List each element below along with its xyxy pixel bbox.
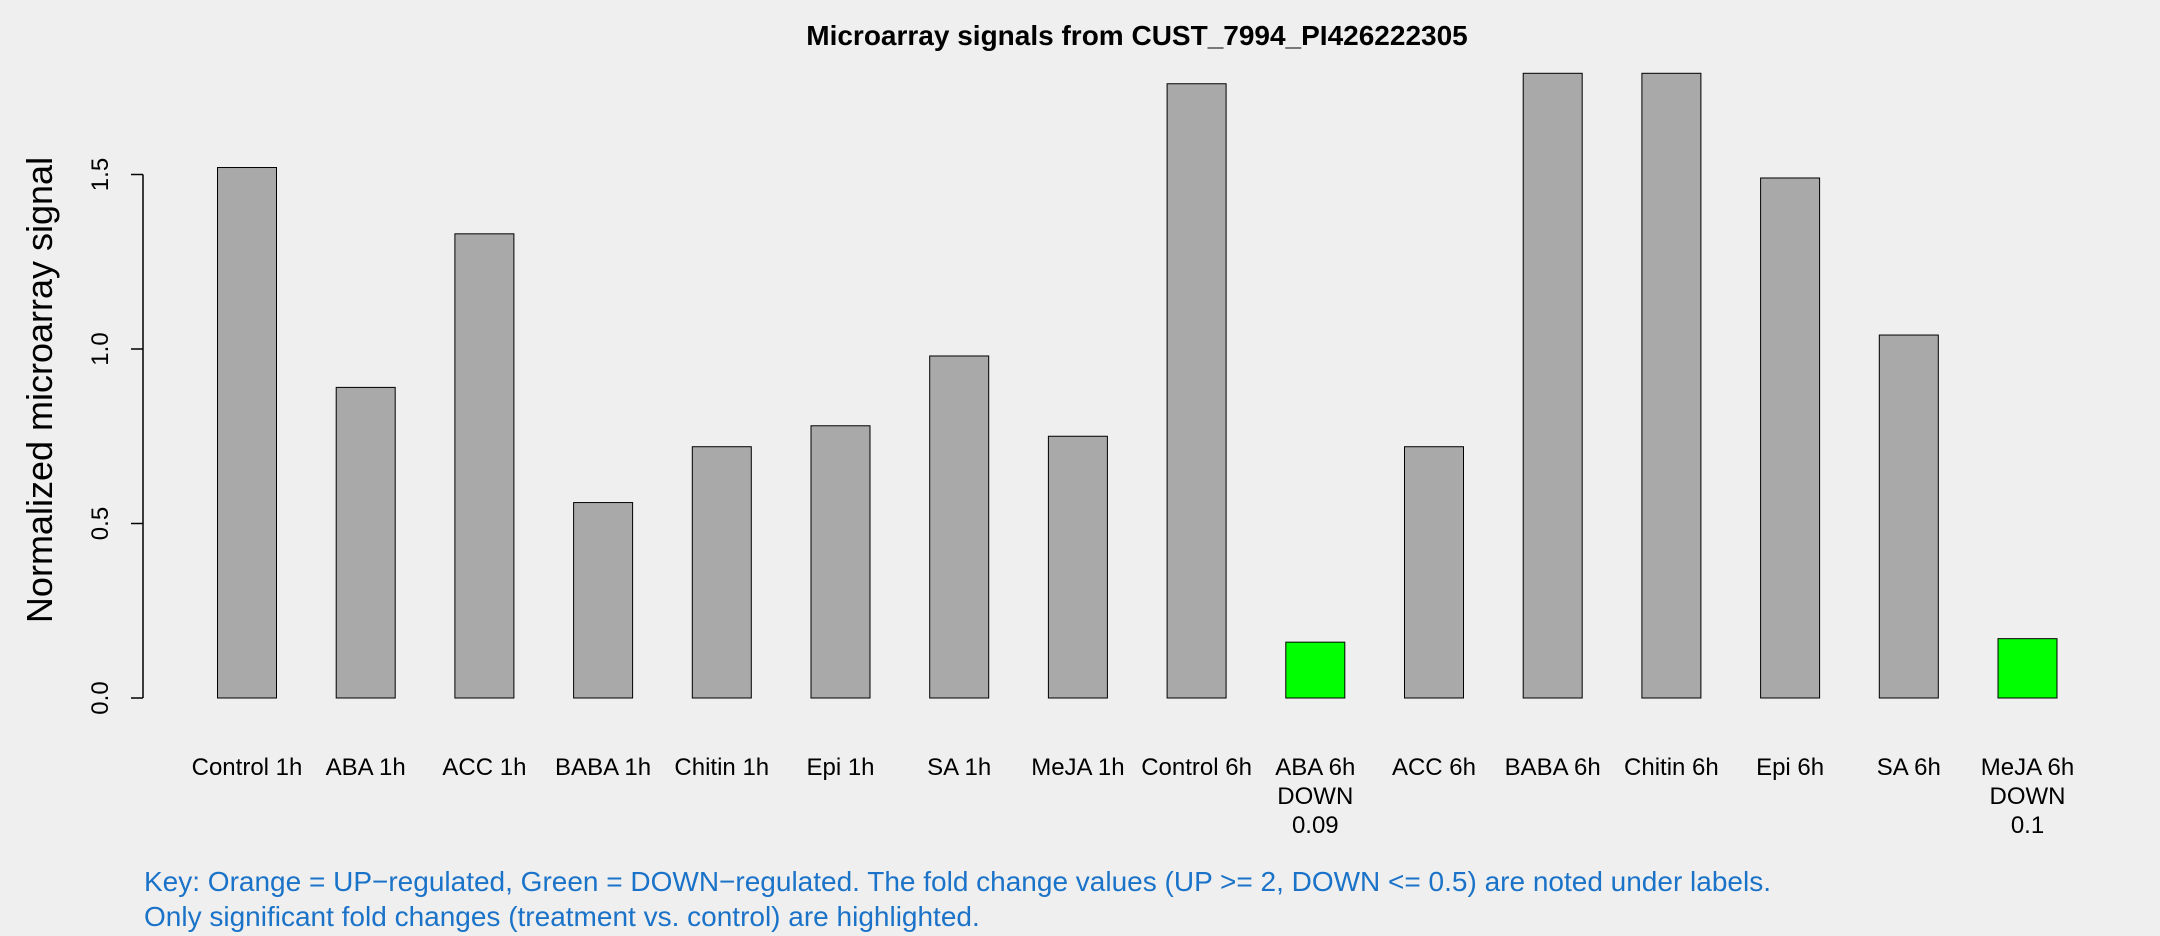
bar-acc-1h [454, 233, 515, 699]
key-line-2: Only significant fold changes (treatment… [144, 901, 980, 932]
category-label: SA 1h [927, 754, 991, 781]
bar-aba-1h [335, 386, 396, 699]
bar-aba-6h [1285, 641, 1346, 699]
category-label: Chitin 6h [1624, 754, 1719, 781]
y-axis-label: Normalized microarray signal [19, 157, 60, 623]
category-label: MeJA 6h [1981, 754, 2074, 781]
category-label: MeJA 1h [1031, 754, 1124, 781]
category-label: ABA 1h [326, 754, 406, 781]
bar-epi-6h [1760, 177, 1821, 699]
category-label: Epi 6h [1756, 754, 1824, 781]
category-label: ABA 6h [1275, 754, 1355, 781]
category-labels: Control 1h ABA 1h ACC 1h BABA 1h Chitin 1h Ep… [192, 754, 2075, 839]
bar-control-6h [1166, 83, 1227, 699]
fold-change-label: 0.09 [1292, 812, 1339, 839]
category-label: Epi 1h [806, 754, 874, 781]
category-label: Control 1h [192, 754, 303, 781]
category-label: Chitin 1h [674, 754, 769, 781]
bar-meja-1h [1047, 435, 1108, 699]
bar-chitin-6h [1641, 72, 1702, 699]
key-line-1: Key: Orange = UP−regulated, Green = DOWN… [144, 866, 1771, 897]
bar-acc-6h [1404, 446, 1464, 699]
y-tick-label: 1.5 [87, 158, 114, 191]
regulation-label: DOWN [1990, 783, 2066, 810]
bar-chitin-1h [691, 446, 752, 699]
bar-epi-1h [810, 425, 871, 699]
bars-group [217, 72, 2058, 699]
category-label: Control 6h [1141, 754, 1252, 781]
category-label: SA 6h [1877, 754, 1941, 781]
category-label: BABA 6h [1505, 754, 1601, 781]
y-tick-label: 1.0 [87, 332, 114, 365]
bar-control-1h [217, 167, 277, 699]
y-axis: 0.0 0.5 1.0 1.5 [87, 158, 144, 715]
fold-change-label: 0.1 [2011, 812, 2044, 839]
bar-sa-6h [1878, 334, 1939, 699]
category-label: ACC 1h [442, 754, 526, 781]
bar-sa-1h [929, 355, 990, 699]
bar-baba-1h [573, 502, 634, 699]
category-label: ACC 6h [1392, 754, 1476, 781]
category-label: BABA 1h [555, 754, 651, 781]
chart-title: Microarray signals from CUST_7994_PI4262… [806, 20, 1468, 51]
bar-baba-6h [1522, 72, 1583, 699]
y-tick-label: 0.0 [87, 681, 114, 714]
y-tick-label: 0.5 [87, 507, 114, 540]
regulation-label: DOWN [1277, 783, 1353, 810]
bar-meja-6h [1997, 638, 2058, 699]
